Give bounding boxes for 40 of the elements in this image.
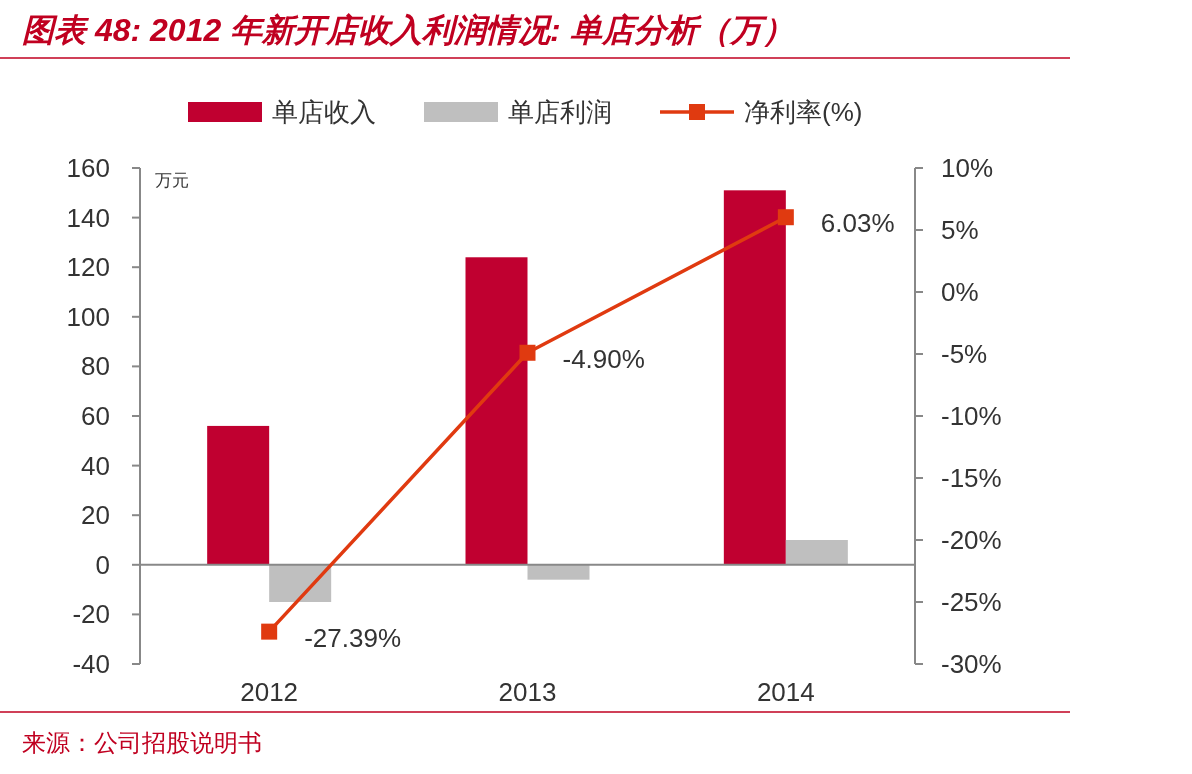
y2-tick-label: 0% [941, 277, 979, 307]
bar [465, 257, 528, 565]
chart-title: 图表 48: 2012 年新开店收入利润情况: 单店分析（万） [22, 12, 794, 48]
data-label: -4.90% [562, 343, 645, 374]
x-tick-label: 2014 [756, 677, 815, 707]
data-label: -27.39% [304, 622, 402, 653]
x-tick-label: 2013 [498, 677, 557, 707]
y2-tick-label: -15% [941, 463, 1002, 493]
point [777, 209, 794, 226]
bar [527, 564, 590, 580]
y-tick-label: 80 [81, 351, 110, 382]
y-tick-label: 0 [95, 549, 110, 580]
y2-tick-label: 5% [941, 215, 979, 245]
legend-label: 单店利润 [508, 97, 612, 127]
y2-tick-label: -25% [941, 587, 1002, 617]
bar [207, 425, 270, 565]
data-label: 6.03% [820, 208, 895, 239]
legend-label: 单店收入 [272, 97, 376, 127]
y-tick-label: 120 [66, 252, 110, 283]
y-tick-label: 100 [66, 301, 110, 332]
y-tick-label: 20 [81, 500, 110, 531]
y-axis-title: 万元 [155, 170, 189, 190]
x-tick-label: 2012 [240, 677, 299, 707]
y-tick-label: -40 [72, 649, 110, 679]
bar [785, 540, 848, 565]
point [519, 344, 536, 361]
y-tick-label: 60 [81, 401, 110, 431]
source-note: 来源：公司招股说明书 [22, 728, 262, 756]
point [261, 623, 278, 640]
y2-tick-label: -20% [941, 525, 1002, 555]
y2-tick-label: 10% [941, 153, 994, 183]
y2-tick-label: -5% [941, 339, 988, 369]
y2-tick-label: -10% [941, 401, 1002, 431]
y-tick-label: 160 [66, 153, 110, 183]
y-tick-label: 140 [66, 202, 110, 233]
legend-label: 净利率(%) [744, 97, 863, 127]
bar [723, 190, 786, 565]
y-tick-label: -20 [72, 599, 110, 630]
y2-tick-label: -30% [941, 649, 1002, 679]
y-tick-label: 40 [81, 450, 110, 481]
